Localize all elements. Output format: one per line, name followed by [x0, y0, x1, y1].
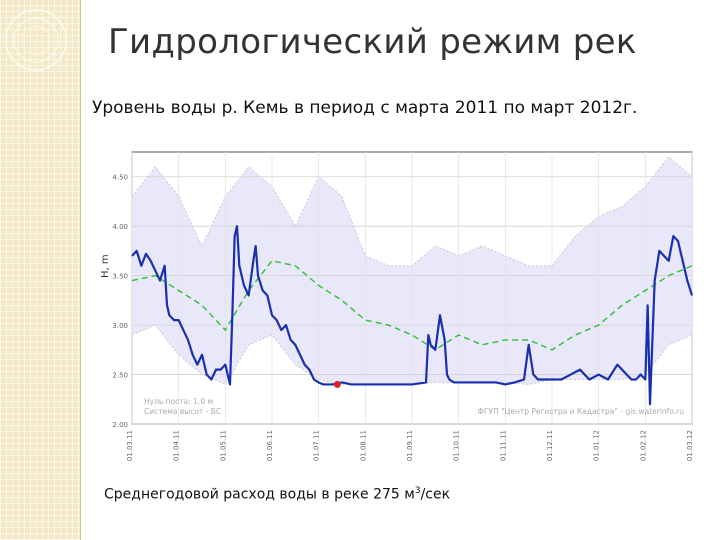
annual-discharge-note: Среднегодовой расход воды в реке 275 м3/…	[104, 486, 450, 503]
slide-subtitle: Уровень воды р. Кемь в период с марта 20…	[92, 98, 638, 118]
x-tick-label: 01.10.11	[453, 430, 461, 461]
x-tick-label: 01.07.11	[313, 430, 321, 461]
footnote-unit: /сек	[420, 486, 451, 503]
current-level-marker	[333, 380, 341, 388]
y-tick-label: 2.50	[112, 372, 128, 380]
y-tick-label: 2.00	[112, 421, 128, 429]
x-tick-label: 01.08.11	[359, 430, 367, 461]
x-tick-label: 01.11.11	[499, 430, 507, 461]
slide-title: Гидрологический режим рек	[108, 22, 637, 62]
footnote-superscript: 3	[414, 486, 421, 496]
x-tick-label: 01.05.11	[219, 430, 227, 461]
swirl-decoration-icon	[5, 9, 67, 71]
x-tick-label: 01.02.12	[639, 430, 647, 461]
footnote-text: Среднегодовой расход воды в реке 275 м	[104, 486, 415, 503]
mean-level-line	[131, 260, 693, 351]
gauge-note-text: Нуль поста: 1.0 м	[144, 397, 213, 406]
x-tick-label: 01.01.12	[593, 430, 601, 461]
side-divider	[80, 0, 81, 540]
x-tick-label: 01.03.12	[686, 430, 694, 461]
source-credit-text: ФГУП "Центр Регистра и Кадастра" - gis.w…	[477, 407, 684, 416]
x-tick-label: 01.06.11	[266, 430, 274, 461]
decorative-side-strip	[0, 0, 80, 540]
water-level-chart: 2.00 2.50 3.00 3.50 4.00 4.50 01.03.11 01.04.11…	[96, 148, 698, 478]
y-tick-label: 4.50	[112, 174, 128, 182]
observed-level-line	[131, 225, 694, 406]
x-tick-label: 01.09.11	[406, 430, 414, 461]
y-axis-label: H, m	[100, 254, 111, 278]
x-tick-label: 01.04.11	[173, 430, 181, 461]
y-tick-label: 3.00	[112, 322, 128, 330]
y-tick-label: 4.00	[112, 223, 128, 231]
chart-svg: 2.00 2.50 3.00 3.50 4.00 4.50 01.03.11 01.04.11…	[100, 151, 694, 461]
x-tick-label: 01.12.11	[546, 430, 554, 461]
x-tick-label: 01.03.11	[126, 430, 134, 461]
y-tick-label: 3.50	[112, 273, 128, 281]
gauge-note-text: Система высот - БС	[144, 407, 221, 416]
